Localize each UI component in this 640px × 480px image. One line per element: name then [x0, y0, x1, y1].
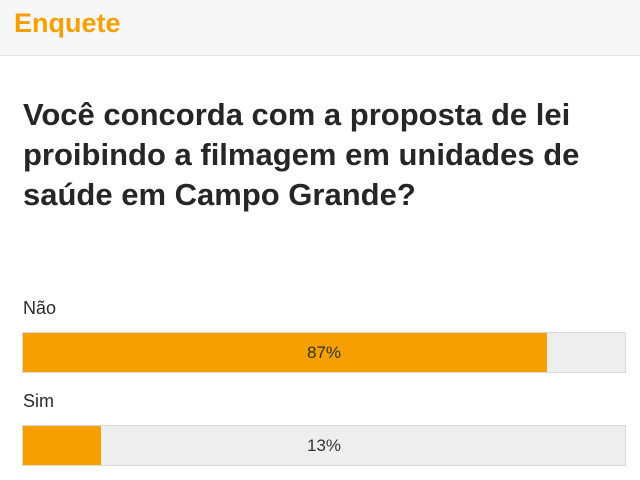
poll-header: Enquete	[0, 0, 640, 56]
poll-header-title: Enquete	[14, 8, 121, 38]
option-label-sim: Sim	[23, 391, 54, 411]
poll-question: Você concorda com a proposta de lei proi…	[23, 97, 580, 212]
option-bar-nao: 87%	[22, 332, 626, 373]
option-label-nao: Não	[23, 298, 57, 318]
option-bar-fill-sim	[23, 426, 102, 465]
option-percent-sim: 13%	[306, 436, 342, 455]
option-percent-nao: 87%	[306, 343, 342, 362]
option-bar-sim: 13%	[22, 425, 626, 466]
option-bar-fill-nao	[23, 333, 547, 372]
